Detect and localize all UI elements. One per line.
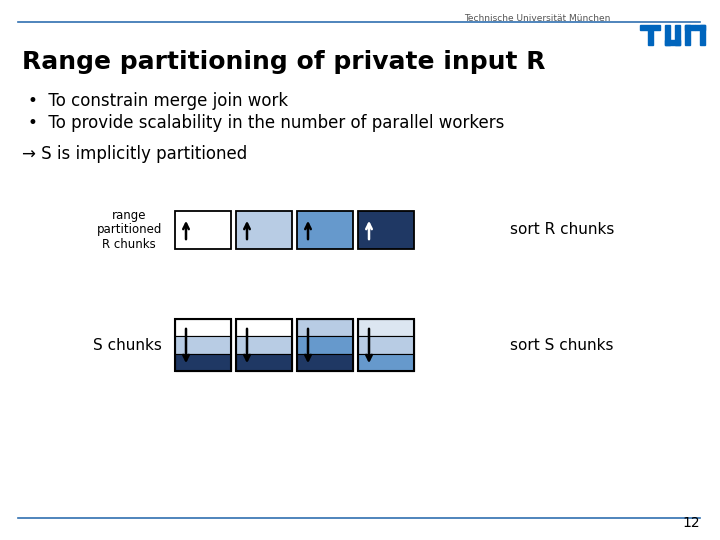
Bar	[297, 211, 353, 249]
Bar	[297, 319, 353, 371]
Bar	[175, 354, 231, 371]
Bar	[297, 354, 353, 371]
Bar	[358, 211, 414, 249]
Text: sort R chunks: sort R chunks	[510, 222, 614, 238]
Bar	[685, 25, 695, 30]
Text: •  To provide scalability in the number of parallel workers: • To provide scalability in the number o…	[28, 114, 505, 132]
Bar	[175, 319, 231, 336]
Bar	[175, 319, 231, 371]
Bar	[236, 319, 292, 336]
Bar	[675, 25, 680, 45]
Bar	[236, 319, 292, 371]
Bar	[175, 211, 231, 249]
Text: •  To constrain merge join work: • To constrain merge join work	[28, 92, 288, 110]
Text: sort S chunks: sort S chunks	[510, 338, 613, 353]
Text: range
partitioned
R chunks: range partitioned R chunks	[96, 208, 162, 252]
Bar	[358, 354, 414, 371]
Bar	[236, 211, 292, 249]
Bar	[358, 319, 414, 371]
Bar	[640, 25, 660, 30]
Bar	[695, 25, 705, 30]
Bar	[297, 319, 353, 336]
Bar	[358, 336, 414, 354]
Bar	[665, 40, 680, 45]
Text: Range partitioning of private input R: Range partitioning of private input R	[22, 50, 546, 74]
Text: S chunks: S chunks	[93, 338, 162, 353]
Bar	[236, 336, 292, 354]
Bar	[175, 336, 231, 354]
Bar	[700, 25, 705, 45]
Text: 12: 12	[683, 516, 700, 530]
Bar	[297, 336, 353, 354]
Bar	[647, 30, 652, 45]
Bar	[358, 319, 414, 336]
Bar	[665, 25, 670, 45]
Bar	[685, 25, 690, 45]
Text: Technische Universität München: Technische Universität München	[464, 14, 610, 23]
Bar	[236, 354, 292, 371]
Text: → S is implicitly partitioned: → S is implicitly partitioned	[22, 145, 247, 163]
